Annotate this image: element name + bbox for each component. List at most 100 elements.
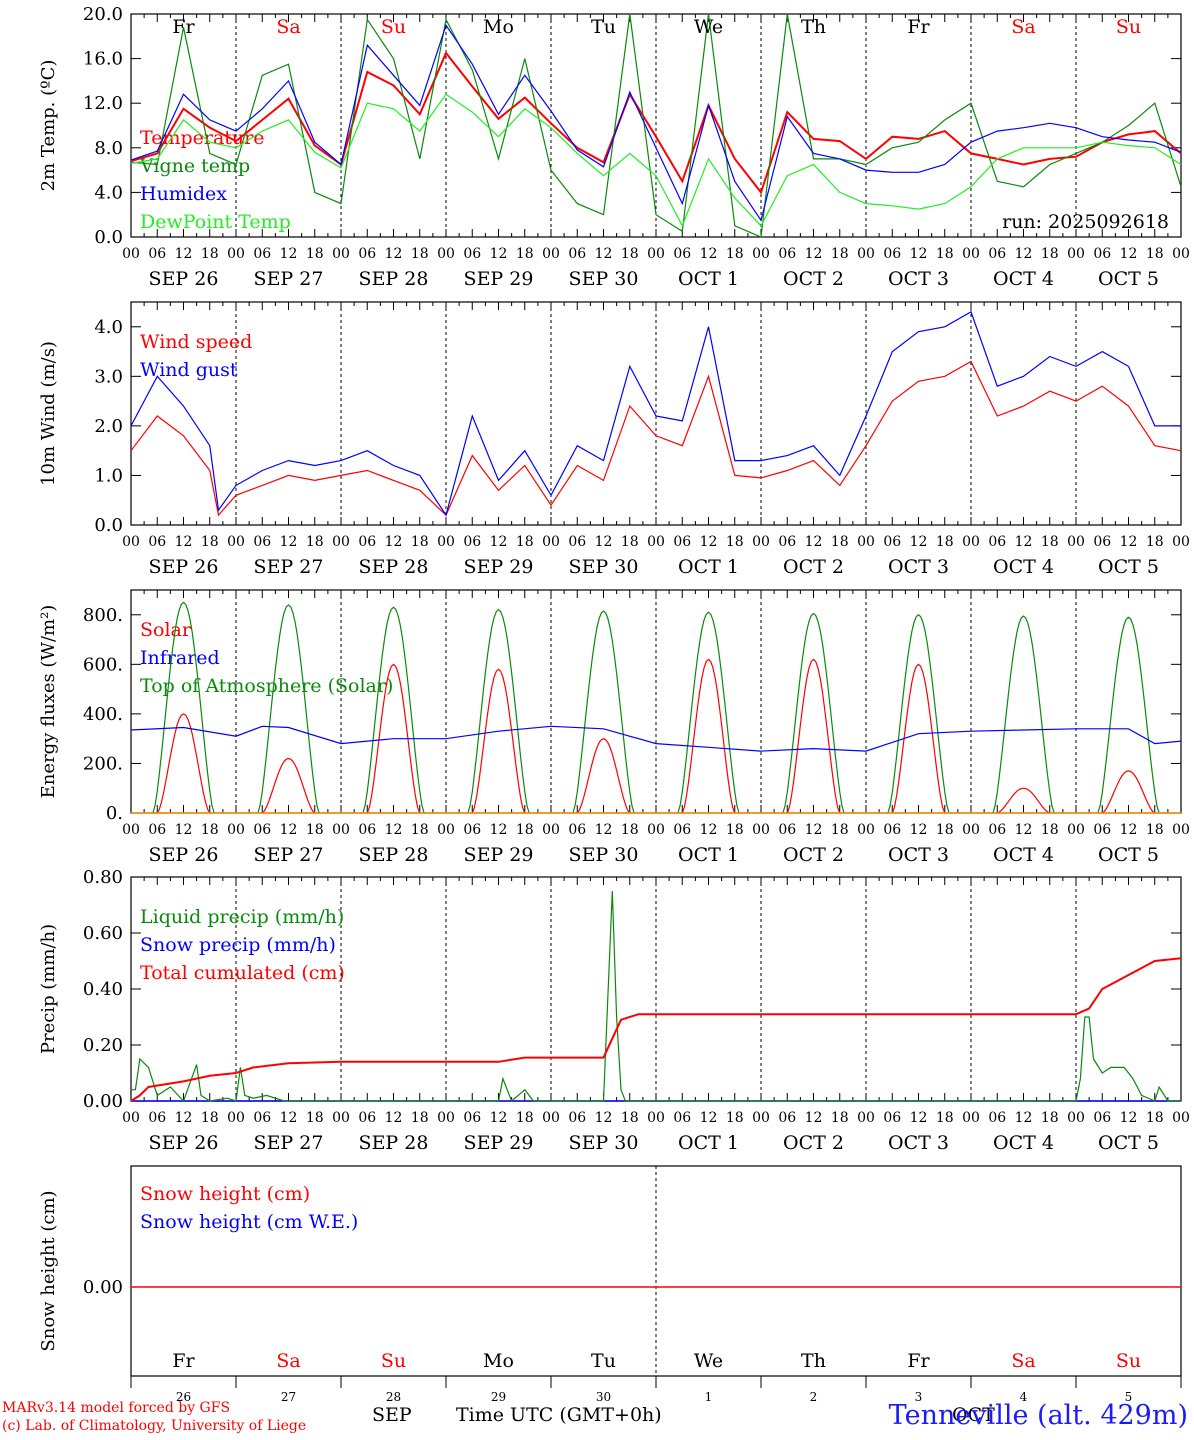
hour-tick-label: 12 <box>595 822 613 838</box>
y-axis-title: 2m Temp. (ºC) <box>38 60 59 192</box>
y-tick-label: 4.0 <box>94 317 123 338</box>
legend-entry: Humidex <box>140 183 227 205</box>
hour-tick-label: 12 <box>910 1110 928 1126</box>
hour-tick-label: 06 <box>673 1110 691 1126</box>
weekday-label: Sa <box>276 1350 300 1372</box>
day-number-label: 3 <box>915 1390 923 1404</box>
hour-tick-label: 18 <box>516 246 534 262</box>
hour-tick-label: 18 <box>306 822 324 838</box>
toa-solar-curve <box>677 611 740 814</box>
hour-tick-label: 06 <box>358 822 376 838</box>
hour-tick-label: 18 <box>306 534 324 550</box>
hour-tick-label: 12 <box>595 1110 613 1126</box>
date-label: OCT 4 <box>993 1132 1054 1154</box>
weekday-label: Su <box>381 16 406 38</box>
y-tick-label: 800. <box>83 605 123 626</box>
panel-3: 0. 200. 400. 600. 800. Energy fluxes (W/m²) 00… <box>38 589 1190 866</box>
date-label: SEP 28 <box>359 556 429 578</box>
plot-frame <box>130 301 1182 526</box>
y-tick-label: 3.0 <box>94 366 123 387</box>
legend-entry: Wind gust <box>140 359 238 381</box>
date-label: SEP 30 <box>569 268 639 290</box>
y-tick-label: 4.0 <box>94 182 123 203</box>
y-tick-label: 1.0 <box>94 465 123 486</box>
hour-tick-label: 12 <box>280 534 298 550</box>
hour-tick-label: 18 <box>621 822 639 838</box>
toa-solar-curve <box>1097 616 1160 814</box>
hour-tick-label: 12 <box>1015 1110 1033 1126</box>
date-label: OCT 2 <box>783 556 844 578</box>
hour-tick-label: 06 <box>988 822 1006 838</box>
hour-tick-label: 00 <box>962 822 980 838</box>
hour-tick-label: 06 <box>148 822 166 838</box>
hour-tick-label: 06 <box>1093 534 1111 550</box>
infrared-line <box>130 725 1182 752</box>
y-tick-label: 0.0 <box>94 515 123 536</box>
hour-tick-label: 18 <box>411 534 429 550</box>
run-label: run: 2025092618 <box>1002 211 1169 233</box>
hour-tick-label: 00 <box>227 246 245 262</box>
hour-tick-label: 06 <box>883 246 901 262</box>
hour-tick-label: 18 <box>726 822 744 838</box>
hour-tick-label: 00 <box>227 1110 245 1126</box>
legend-entry: DewPoint Temp <box>140 211 291 233</box>
date-label: OCT 3 <box>888 268 949 290</box>
hour-tick-label: 00 <box>1172 246 1190 262</box>
date-label: SEP 29 <box>464 1132 534 1154</box>
station-title: Tenneville (alt. 429m) <box>888 1400 1188 1431</box>
hour-tick-label: 12 <box>595 246 613 262</box>
day-number-label: 5 <box>1125 1390 1133 1404</box>
weekday-label: We <box>694 16 723 38</box>
day-number-label: 29 <box>491 1390 506 1404</box>
hour-tick-label: 12 <box>805 246 823 262</box>
hour-tick-label: 12 <box>805 534 823 550</box>
hour-tick-label: 00 <box>227 822 245 838</box>
hour-tick-label: 18 <box>201 534 219 550</box>
hour-tick-label: 12 <box>700 1110 718 1126</box>
hour-tick-label: 00 <box>752 1110 770 1126</box>
hour-tick-label: 06 <box>253 246 271 262</box>
hour-tick-label: 00 <box>122 822 140 838</box>
hour-tick-label: 12 <box>910 246 928 262</box>
hour-tick-label: 00 <box>332 246 350 262</box>
date-label: SEP 26 <box>149 844 219 866</box>
hour-tick-label: 00 <box>752 822 770 838</box>
hour-tick-label: 12 <box>1015 534 1033 550</box>
hour-tick-label: 12 <box>385 822 403 838</box>
legend-entry: Snow height (cm) <box>140 1183 310 1205</box>
date-label: SEP 28 <box>359 1132 429 1154</box>
hour-tick-label: 18 <box>1041 822 1059 838</box>
solar-curve <box>1101 770 1156 814</box>
legend-entry: Solar <box>140 619 192 641</box>
hour-tick-label: 06 <box>778 1110 796 1126</box>
date-label: OCT 4 <box>993 268 1054 290</box>
date-label: SEP 30 <box>569 844 639 866</box>
solar-curve <box>261 757 316 814</box>
date-label: OCT 1 <box>678 268 739 290</box>
hour-tick-label: 00 <box>752 246 770 262</box>
y-tick-label: 0.80 <box>83 867 123 888</box>
y-axis-title: 10m Wind (m/s) <box>38 341 59 486</box>
series-line <box>130 23 1182 222</box>
date-label: OCT 5 <box>1098 844 1159 866</box>
hour-tick-label: 12 <box>490 246 508 262</box>
hour-tick-label: 12 <box>385 1110 403 1126</box>
date-label: OCT 1 <box>678 844 739 866</box>
month-label-oct: OCT <box>952 1404 995 1426</box>
y-tick-label: 400. <box>83 704 123 725</box>
solar-curve <box>997 787 1051 814</box>
hour-tick-label: 18 <box>1146 1110 1164 1126</box>
date-label: OCT 3 <box>888 844 949 866</box>
hour-tick-label: 06 <box>568 246 586 262</box>
series-line <box>130 360 1182 517</box>
y-tick-label: 12.0 <box>83 93 123 114</box>
hour-tick-label: 06 <box>463 822 481 838</box>
hour-tick-label: 00 <box>962 534 980 550</box>
date-label: OCT 3 <box>888 1132 949 1154</box>
hour-tick-label: 18 <box>516 822 534 838</box>
legend-entry: Snow precip (mm/h) <box>140 934 336 956</box>
hour-tick-label: 06 <box>463 246 481 262</box>
hour-tick-label: 12 <box>1120 534 1138 550</box>
legend-entry: Liquid precip (mm/h) <box>140 906 344 928</box>
weekday-label: We <box>694 1350 723 1372</box>
